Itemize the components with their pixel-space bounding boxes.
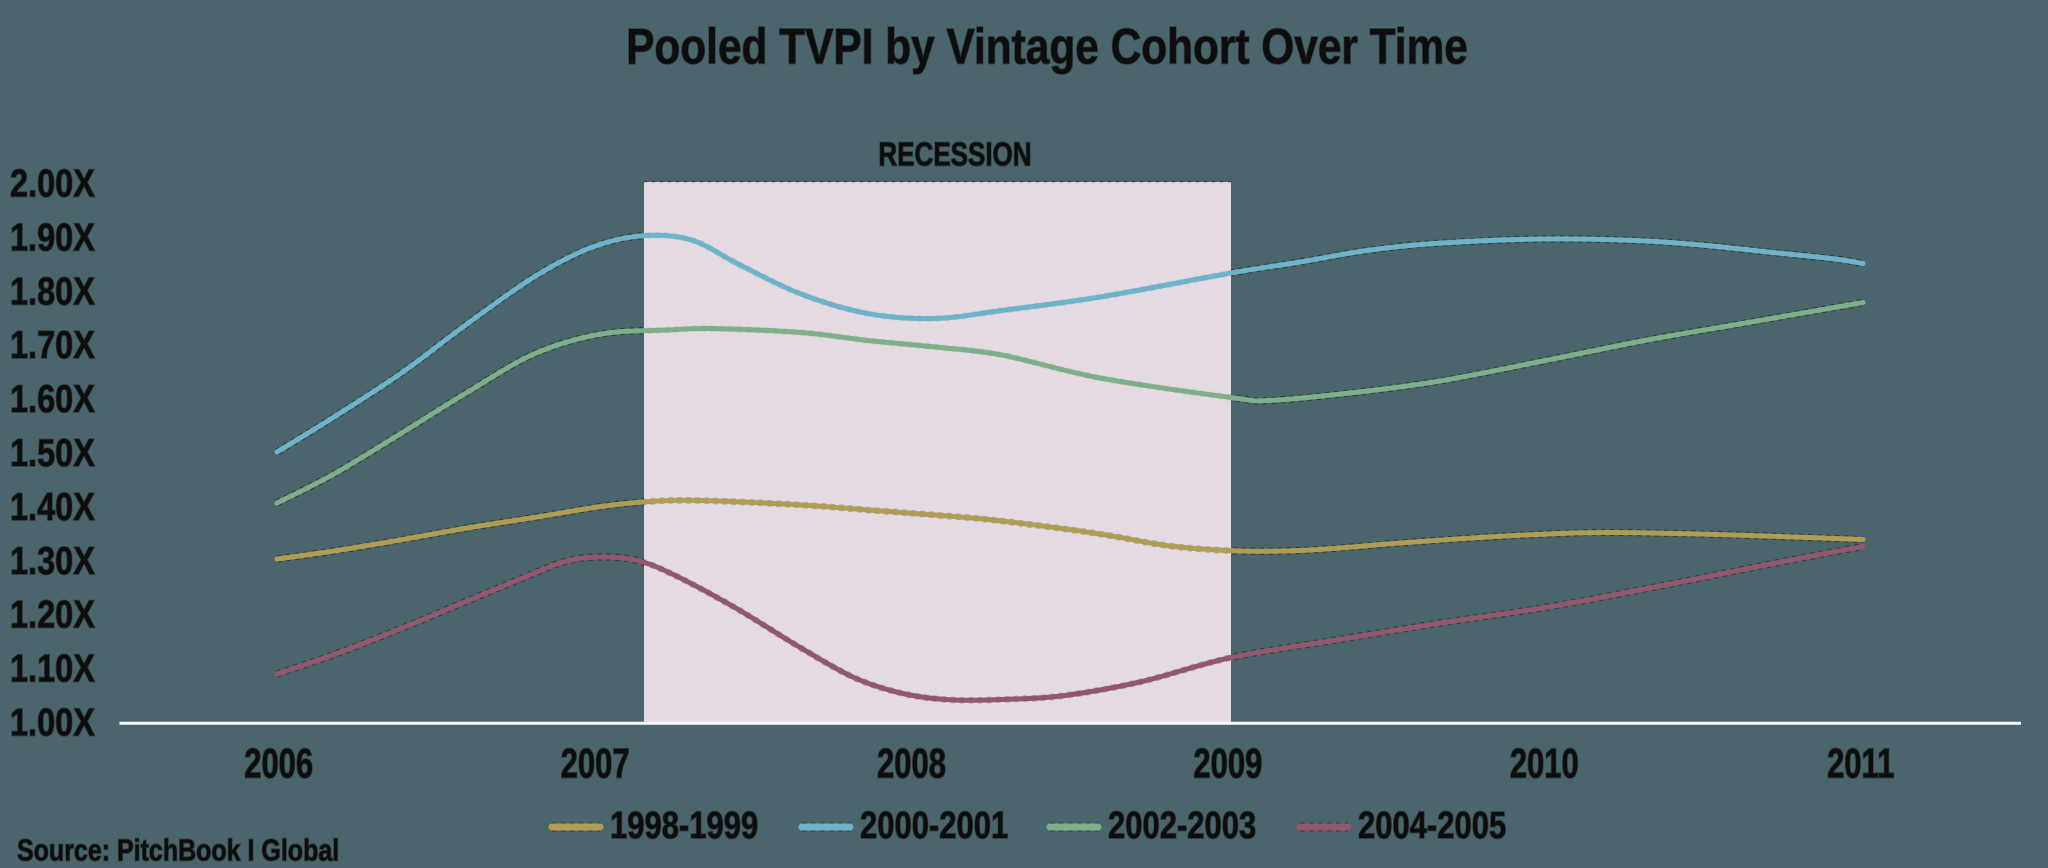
svg-text:1998-1999: 1998-1999 [610,804,758,847]
svg-text:1.30X: 1.30X [10,539,95,582]
svg-text:1.70X: 1.70X [10,323,95,366]
svg-text:1.10X: 1.10X [10,647,95,690]
svg-text:1.90X: 1.90X [10,216,95,259]
svg-text:Pooled TVPI by Vintage Cohort: Pooled TVPI by Vintage Cohort Over Time [626,18,1468,74]
svg-text:2011: 2011 [1827,740,1894,787]
svg-text:RECESSION: RECESSION [878,137,1031,174]
svg-text:1.60X: 1.60X [10,377,95,420]
svg-text:2004-2005: 2004-2005 [1358,804,1506,847]
svg-text:2002-2003: 2002-2003 [1108,804,1256,847]
svg-text:1.50X: 1.50X [10,431,95,474]
svg-text:1.00X: 1.00X [10,701,95,744]
svg-text:1.40X: 1.40X [10,485,95,528]
svg-text:2007: 2007 [561,740,630,787]
svg-text:2000-2001: 2000-2001 [860,804,1008,847]
svg-text:1.20X: 1.20X [10,593,95,636]
svg-text:2.00X: 2.00X [10,162,95,205]
svg-text:2010: 2010 [1510,740,1579,787]
svg-text:1.80X: 1.80X [10,270,95,313]
svg-text:2008: 2008 [877,740,946,787]
svg-text:2009: 2009 [1193,740,1262,787]
svg-text:2006: 2006 [244,740,313,787]
svg-text:Source: PitchBook I Global: Source: PitchBook I Global [17,833,339,867]
